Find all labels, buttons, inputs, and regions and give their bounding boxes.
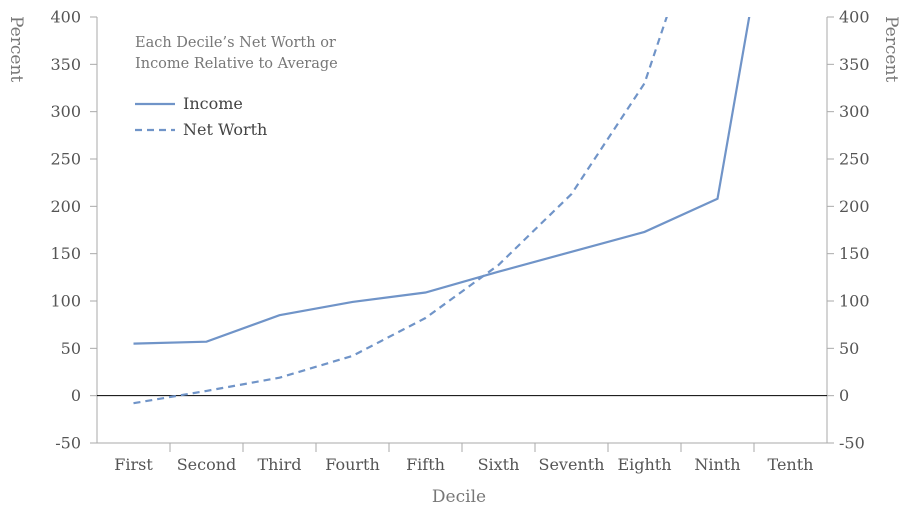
- x-tick-label: Third: [258, 455, 302, 474]
- x-tick-label: Eighth: [617, 455, 671, 474]
- y-tick-label-left: 150: [50, 244, 81, 263]
- left-axis-title: Percent: [6, 16, 26, 82]
- y-tick-label-right: 50: [839, 339, 859, 358]
- x-tick-label: Ninth: [694, 455, 740, 474]
- y-tick-label-right: 400: [839, 8, 870, 27]
- y-tick-label-left: 400: [50, 8, 81, 27]
- x-tick-label: First: [114, 455, 153, 474]
- y-tick-label-right: 100: [839, 292, 870, 311]
- right-axis-title: Percent: [881, 16, 901, 82]
- legend-income-label: Income: [183, 94, 243, 113]
- x-tick-labels: First Second Third Fourth Fifth Sixth Seventh E…: [114, 455, 813, 474]
- legend-net-worth-label: Net Worth: [183, 120, 267, 139]
- legend: Income Net Worth: [135, 94, 267, 139]
- y-tick-label-left: -50: [55, 434, 81, 453]
- series-income-line: [133, 17, 751, 345]
- y-tick-label-right: 250: [839, 150, 870, 169]
- x-axis-title: Decile: [432, 487, 486, 507]
- x-tick-label: Fourth: [325, 455, 380, 474]
- y-tick-label-right: 300: [839, 102, 870, 121]
- y-tick-label-left: 250: [50, 150, 81, 169]
- annotation-line-2: Income Relative to Average: [135, 56, 338, 72]
- y-tick-label-left: 200: [50, 197, 81, 216]
- x-tick-label: Sixth: [478, 455, 520, 474]
- y-tick-label-right: 0: [839, 386, 849, 405]
- y-tick-label-left: 300: [50, 102, 81, 121]
- x-tick-label: Second: [177, 455, 237, 474]
- y-tick-labels: -50 -50 0 0 50 50 100 100 150 150 200 200 250 250 300 3…: [50, 8, 869, 453]
- series-net-worth-line: [133, 17, 668, 405]
- x-tick-label: Fifth: [406, 455, 445, 474]
- y-tick-label-right: 150: [839, 244, 870, 263]
- y-tick-label-left: 100: [50, 292, 81, 311]
- y-tick-label-left: 50: [61, 339, 81, 358]
- x-tick-label: Tenth: [768, 455, 814, 474]
- annotation-line-1: Each Decile’s Net Worth or: [135, 35, 336, 51]
- y-tick-label-left: 0: [71, 386, 81, 405]
- ticks-layer: [90, 16, 834, 452]
- y-tick-label-left: 350: [50, 55, 81, 74]
- y-tick-label-right: -50: [839, 434, 865, 453]
- y-tick-label-right: 350: [839, 55, 870, 74]
- x-tick-label: Seventh: [539, 455, 605, 474]
- y-tick-label-right: 200: [839, 197, 870, 216]
